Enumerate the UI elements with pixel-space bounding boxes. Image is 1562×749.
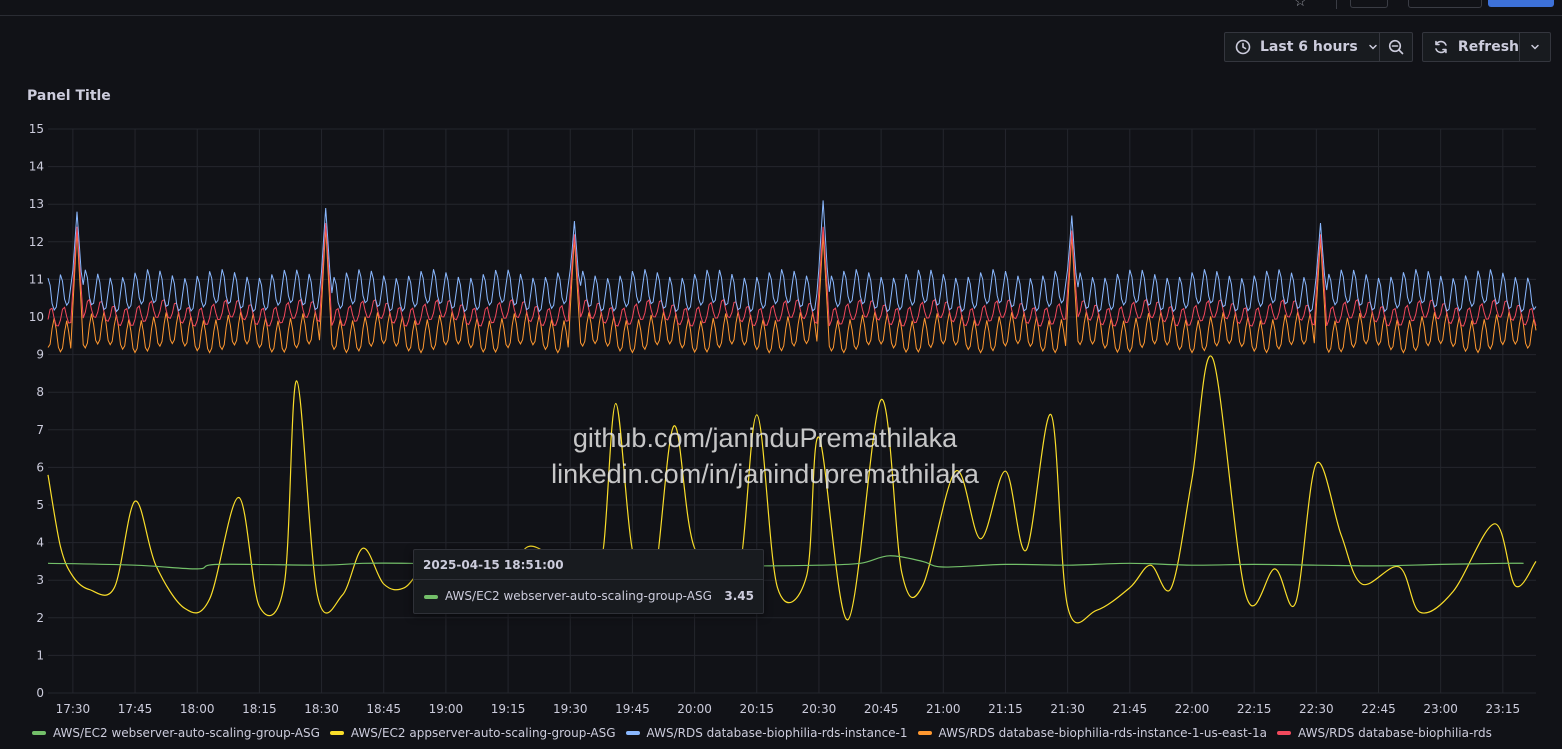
y-tick-label: 11 bbox=[29, 272, 44, 286]
legend-item[interactable]: AWS/RDS database-biophilia-rds-instance-… bbox=[917, 725, 1268, 741]
series-line bbox=[47, 555, 1524, 570]
x-tick-label: 22:30 bbox=[1299, 702, 1334, 716]
navbar-button[interactable] bbox=[1350, 0, 1388, 8]
x-tick-label: 20:45 bbox=[864, 702, 899, 716]
navbar-button[interactable] bbox=[1408, 0, 1482, 8]
y-tick-label: 15 bbox=[29, 122, 44, 136]
series-line bbox=[47, 200, 1537, 313]
x-tick-label: 20:30 bbox=[802, 702, 837, 716]
series-line bbox=[47, 222, 1537, 327]
y-tick-label: 0 bbox=[36, 686, 44, 700]
navbar-primary-button[interactable] bbox=[1488, 0, 1554, 7]
y-tick-label: 9 bbox=[36, 348, 44, 362]
y-tick-label: 1 bbox=[36, 648, 44, 662]
y-tick-label: 6 bbox=[36, 460, 44, 474]
legend-swatch bbox=[329, 731, 344, 735]
x-tick-label: 19:15 bbox=[491, 702, 526, 716]
legend-label: AWS/RDS database-biophilia-rds-instance-… bbox=[646, 726, 908, 740]
refresh-icon bbox=[1435, 40, 1447, 54]
x-tick-label: 20:15 bbox=[739, 702, 774, 716]
x-tick-label: 18:15 bbox=[242, 702, 277, 716]
x-tick-label: 18:45 bbox=[366, 702, 401, 716]
legend-swatch bbox=[1277, 731, 1292, 735]
chart-legend: AWS/EC2 webserver-auto-scaling-group-ASG… bbox=[32, 725, 1502, 741]
y-tick-label: 13 bbox=[29, 197, 44, 211]
watermark-line-2: linkedin.com/in/janindupremathilaka bbox=[551, 459, 979, 489]
series-line bbox=[47, 226, 1537, 354]
series-line bbox=[47, 355, 1537, 624]
x-tick-label: 19:00 bbox=[429, 702, 464, 716]
legend-swatch bbox=[32, 731, 46, 735]
y-tick-label: 8 bbox=[36, 385, 44, 399]
refresh-button[interactable]: Refresh bbox=[1422, 32, 1520, 62]
navbar-divider bbox=[1336, 0, 1337, 9]
y-tick-label: 4 bbox=[36, 536, 44, 550]
tooltip-divider bbox=[414, 579, 763, 580]
y-tick-label: 10 bbox=[29, 310, 44, 324]
x-tick-label: 20:00 bbox=[677, 702, 712, 716]
watermark: github.com/janinduPremathilaka linkedin.… bbox=[500, 420, 1030, 492]
x-tick-label: 23:15 bbox=[1486, 702, 1521, 716]
legend-label: AWS/RDS database-biophilia-rds-instance-… bbox=[938, 726, 1268, 740]
zoom-out-button[interactable] bbox=[1379, 32, 1413, 62]
chevron-down-icon bbox=[1368, 44, 1377, 50]
watermark-line-1: github.com/janinduPremathilaka bbox=[572, 423, 958, 453]
tooltip-series-swatch bbox=[424, 595, 438, 599]
time-range-label: Last 6 hours bbox=[1260, 39, 1358, 55]
y-tick-label: 5 bbox=[36, 498, 44, 512]
x-tick-label: 19:30 bbox=[553, 702, 588, 716]
y-tick-label: 2 bbox=[36, 611, 44, 625]
y-tick-label: 12 bbox=[29, 235, 44, 249]
x-tick-label: 19:45 bbox=[615, 702, 650, 716]
legend-item[interactable]: AWS/RDS database-biophilia-rds-instance-… bbox=[625, 725, 908, 741]
x-tick-label: 22:45 bbox=[1361, 702, 1396, 716]
legend-label: AWS/EC2 webserver-auto-scaling-group-ASG bbox=[53, 726, 320, 740]
tooltip-value: 3.45 bbox=[724, 589, 754, 603]
x-tick-label: 18:00 bbox=[180, 702, 215, 716]
legend-label: AWS/EC2 appserver-auto-scaling-group-ASG bbox=[350, 726, 616, 740]
legend-item[interactable]: AWS/EC2 appserver-auto-scaling-group-ASG bbox=[329, 725, 616, 741]
legend-swatch bbox=[625, 731, 640, 735]
x-tick-label: 18:30 bbox=[304, 702, 339, 716]
y-tick-label: 7 bbox=[36, 423, 44, 437]
y-tick-label: 14 bbox=[29, 160, 44, 174]
tooltip-series-name: AWS/EC2 webserver-auto-scaling-group-ASG bbox=[445, 589, 712, 603]
x-tick-label: 22:15 bbox=[1237, 702, 1272, 716]
time-range-picker[interactable]: Last 6 hours bbox=[1224, 32, 1380, 62]
panel-title: Panel Title bbox=[27, 88, 111, 104]
chevron-down-icon bbox=[1531, 44, 1539, 50]
chart-tooltip: 2025-04-15 18:51:00 AWS/EC2 webserver-au… bbox=[413, 549, 764, 614]
x-tick-label: 21:30 bbox=[1050, 702, 1085, 716]
x-tick-label: 21:45 bbox=[1113, 702, 1148, 716]
x-tick-label: 17:45 bbox=[118, 702, 153, 716]
top-navbar: ☆ bbox=[0, 0, 1562, 16]
clock-icon bbox=[1235, 39, 1251, 55]
x-tick-label: 23:00 bbox=[1423, 702, 1458, 716]
x-tick-label: 22:00 bbox=[1175, 702, 1210, 716]
star-icon[interactable]: ☆ bbox=[1294, 0, 1307, 10]
legend-item[interactable]: AWS/RDS database-biophilia-rds bbox=[1277, 725, 1492, 741]
x-tick-label: 21:15 bbox=[988, 702, 1023, 716]
refresh-label: Refresh bbox=[1457, 39, 1519, 55]
x-tick-label: 17:30 bbox=[56, 702, 91, 716]
x-tick-label: 21:00 bbox=[926, 702, 961, 716]
legend-item[interactable]: AWS/EC2 webserver-auto-scaling-group-ASG bbox=[32, 725, 320, 741]
legend-swatch bbox=[917, 731, 932, 735]
tooltip-time: 2025-04-15 18:51:00 bbox=[423, 558, 564, 572]
refresh-interval-dropdown[interactable] bbox=[1519, 32, 1551, 62]
y-tick-label: 3 bbox=[36, 573, 44, 587]
zoom-out-icon bbox=[1388, 39, 1404, 55]
legend-label: AWS/RDS database-biophilia-rds bbox=[1298, 726, 1492, 740]
